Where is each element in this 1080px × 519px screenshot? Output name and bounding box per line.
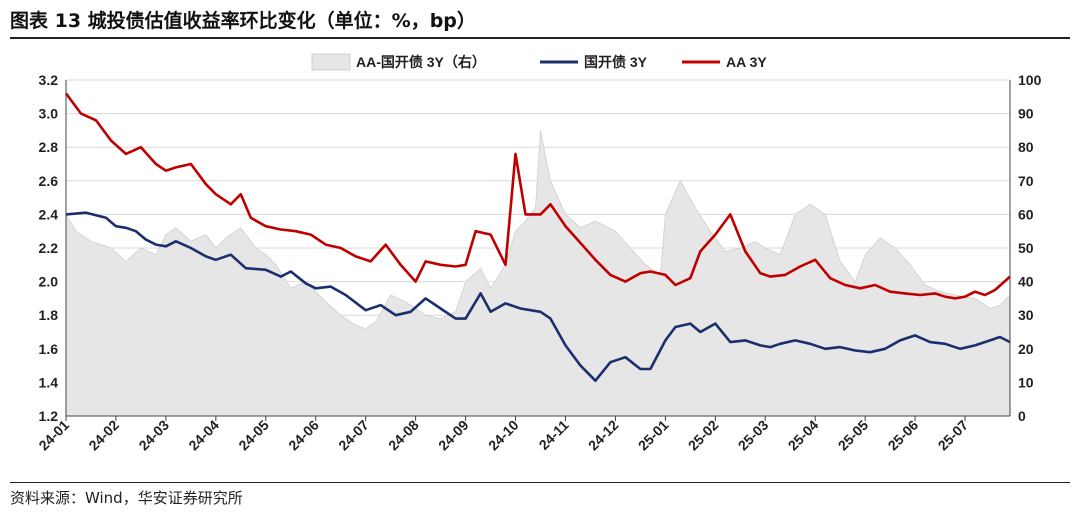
- left-tick-label: 2.4: [39, 206, 59, 222]
- left-tick-label: 3.2: [39, 72, 59, 88]
- right-tick-label: 20: [1018, 341, 1034, 357]
- area-series-layer: [65, 130, 1011, 417]
- left-tick-label: 2.8: [39, 139, 59, 155]
- left-tick-label: 1.6: [39, 341, 59, 357]
- line-chart: 1.2 1.4 1.6 1.8 2.0 2.2 2.4 2.6 2.8 3.0 3.2 0 10 20 3…: [35, 53, 1042, 454]
- left-tick-label: 1.4: [39, 374, 59, 390]
- x-tick-label: 25-01: [635, 417, 672, 454]
- chart-title: 图表 13 城投债估值收益率环比变化（单位：%，bp）: [10, 10, 476, 32]
- axes: [65, 80, 1011, 421]
- series-area-spread: [65, 130, 1011, 417]
- x-tick-label: 25-07: [935, 417, 972, 454]
- right-tick-label: 100: [1018, 72, 1042, 88]
- right-tick-label: 80: [1018, 139, 1034, 155]
- x-tick-label: 24-02: [85, 417, 122, 454]
- right-tick-label: 40: [1018, 274, 1034, 290]
- series-line-cdb-3y: [65, 211, 1011, 382]
- legend-label: AA-国开债 3Y（右）: [356, 54, 486, 70]
- legend-label: 国开债 3Y: [584, 54, 648, 70]
- x-tick-label: 24-03: [135, 417, 172, 454]
- x-tick-label: 25-02: [685, 417, 722, 454]
- source-note: 资料来源：Wind，华安证券研究所: [10, 489, 243, 507]
- right-tick-label: 0: [1018, 408, 1026, 424]
- legend: AA-国开债 3Y（右） 国开债 3Y AA 3Y: [311, 53, 767, 71]
- left-tick-label: 2.2: [39, 240, 59, 256]
- left-axis-ticks: 1.2 1.4 1.6 1.8 2.0 2.2 2.4 2.6 2.8 3.0 3.2: [39, 72, 59, 424]
- bottom-rule: [10, 482, 1070, 483]
- left-tick-label: 3.0: [39, 106, 59, 122]
- x-tick-label: 24-05: [235, 417, 272, 454]
- right-tick-label: 10: [1018, 374, 1034, 390]
- x-tick-label: 24-04: [185, 417, 222, 454]
- x-tick-label: 24-06: [285, 417, 322, 454]
- x-tick-label: 24-10: [485, 417, 522, 454]
- x-tick-label: 24-07: [335, 417, 372, 454]
- x-axis-ticks: 24-01 24-02 24-03 24-04 24-05 24-06 24-07 24-08…: [35, 417, 971, 454]
- x-tick-label: 24-08: [385, 417, 422, 454]
- legend-swatch-area: [311, 53, 351, 71]
- legend-label: AA 3Y: [726, 54, 767, 70]
- series-line-aa-3y: [64, 92, 1011, 300]
- x-tick-label: 25-04: [785, 417, 822, 454]
- x-tick-label: 24-11: [535, 417, 571, 453]
- x-tick-label: 24-09: [435, 417, 472, 454]
- right-tick-label: 60: [1018, 206, 1034, 222]
- left-tick-label: 1.8: [39, 307, 59, 323]
- left-tick-label: 2.6: [39, 173, 59, 189]
- x-tick-label: 25-03: [735, 417, 772, 454]
- right-tick-label: 50: [1018, 240, 1034, 256]
- right-tick-label: 90: [1018, 106, 1034, 122]
- left-tick-label: 2.0: [39, 274, 59, 290]
- x-tick-label: 25-05: [835, 417, 872, 454]
- right-axis-ticks: 0 10 20 30 40 50 60 70 80 90 100: [1018, 72, 1042, 424]
- x-tick-label: 25-06: [885, 417, 922, 454]
- left-tick-label: 1.2: [39, 408, 59, 424]
- top-rule: [10, 37, 1070, 39]
- right-tick-label: 30: [1018, 307, 1034, 323]
- line-series-layer: [64, 92, 1011, 382]
- right-tick-label: 70: [1018, 173, 1034, 189]
- x-tick-label: 24-12: [585, 417, 622, 454]
